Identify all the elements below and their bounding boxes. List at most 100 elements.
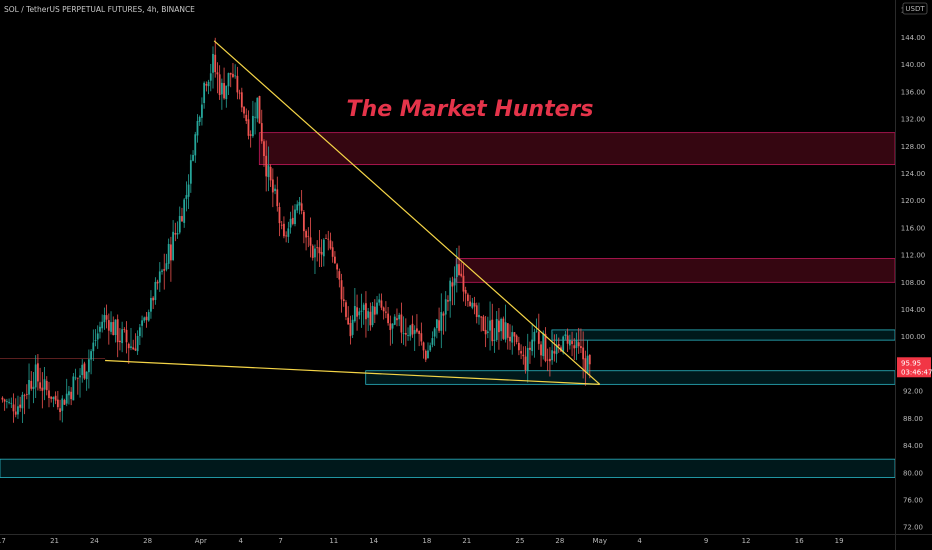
candle-body xyxy=(45,380,48,391)
candle-body xyxy=(1,397,4,400)
candle-161 xyxy=(356,294,358,331)
descending-resistance-line xyxy=(213,40,601,385)
candle-100 xyxy=(220,78,223,110)
candle-108 xyxy=(238,89,241,100)
candle-body xyxy=(342,299,345,301)
price-tick-label: 136.00 xyxy=(901,88,926,96)
candle-150 xyxy=(331,241,334,263)
candle-52 xyxy=(114,319,117,343)
candle-body xyxy=(300,203,303,211)
candle-202 xyxy=(447,295,449,311)
candle-body xyxy=(548,358,551,362)
candle-body xyxy=(83,363,86,379)
candle-body xyxy=(411,323,414,335)
candle-80 xyxy=(176,221,179,239)
candles-layer xyxy=(1,37,591,423)
candle-body xyxy=(5,401,8,403)
candle-body xyxy=(431,338,434,345)
candle-115 xyxy=(254,102,257,135)
candle-body xyxy=(471,302,474,308)
candle-body xyxy=(495,318,498,340)
candle-255 xyxy=(564,331,567,340)
candle-body xyxy=(96,333,99,340)
candle-body xyxy=(351,319,354,335)
candle-104 xyxy=(229,72,232,88)
currency-badge[interactable] xyxy=(902,2,928,15)
candle-body xyxy=(427,350,429,359)
candle-body xyxy=(132,347,135,350)
candle-12 xyxy=(25,384,28,400)
candle-body xyxy=(298,202,301,206)
candle-225 xyxy=(498,308,500,350)
candle-body xyxy=(296,204,299,211)
candle-body xyxy=(101,321,104,329)
candle-266 xyxy=(588,354,591,379)
candle-body xyxy=(562,336,565,353)
time-tick-label: 9 xyxy=(704,537,708,545)
candle-body xyxy=(39,382,42,389)
time-axis[interactable]: 17 21 24 28 Apr 4 7 11 14 18 21 25 28 May 4 9 12 16 19 xyxy=(0,537,844,545)
candle-body xyxy=(302,211,305,232)
candle-103 xyxy=(227,72,230,96)
candle-body xyxy=(566,335,569,344)
price-tick-label: 128.00 xyxy=(901,143,926,151)
candle-55 xyxy=(121,321,124,353)
candle-body xyxy=(245,114,248,121)
candle-body xyxy=(10,402,13,404)
supply-zone-2 xyxy=(455,258,896,283)
time-tick-label: 16 xyxy=(795,537,804,545)
candle-body xyxy=(247,119,250,136)
candle-220 xyxy=(486,316,489,339)
candle-196 xyxy=(433,327,436,346)
candle-62 xyxy=(136,330,139,355)
candle-147 xyxy=(325,234,327,239)
candle-207 xyxy=(458,245,460,276)
candle-body xyxy=(329,240,332,249)
candle-body xyxy=(278,207,281,224)
candle-240 xyxy=(531,323,534,356)
candle-13 xyxy=(28,363,30,409)
candle-89 xyxy=(196,114,199,143)
candle-106 xyxy=(234,64,237,79)
candle-75 xyxy=(165,253,168,272)
candle-body xyxy=(238,92,241,94)
candle-body xyxy=(145,316,148,321)
candle-128 xyxy=(283,216,285,239)
candle-body xyxy=(316,247,319,249)
candle-body xyxy=(225,85,228,100)
candle-body xyxy=(14,411,17,415)
candle-37 xyxy=(81,359,84,383)
price-tick-label: 116.00 xyxy=(901,224,926,232)
candle-230 xyxy=(509,324,511,350)
candle-68 xyxy=(150,290,152,319)
time-tick-label: 4 xyxy=(637,537,642,545)
price-tick-label: 112.00 xyxy=(901,252,926,260)
candle-32 xyxy=(70,387,73,406)
candle-body xyxy=(464,289,467,294)
candle-170 xyxy=(376,296,378,316)
candle-125 xyxy=(276,176,279,212)
candle-198 xyxy=(438,307,440,333)
candle-227 xyxy=(502,316,505,341)
candle-body xyxy=(551,350,554,361)
candle-26 xyxy=(56,390,59,410)
candle-body xyxy=(65,393,68,404)
candle-214 xyxy=(473,296,476,315)
candle-body xyxy=(318,247,321,254)
price-tick-label: 72.00 xyxy=(903,524,923,532)
candle-body xyxy=(517,342,520,351)
candle-187 xyxy=(413,325,416,351)
candle-body xyxy=(183,199,186,223)
candle-body xyxy=(169,244,172,261)
candle-body xyxy=(163,269,166,271)
candle-body xyxy=(338,271,341,280)
candle-body xyxy=(571,341,573,344)
candle-137 xyxy=(302,210,305,244)
trendlines-layer xyxy=(105,40,601,385)
candle-body xyxy=(407,335,409,336)
candle-262 xyxy=(580,328,582,353)
candle-41 xyxy=(90,349,92,375)
candle-157 xyxy=(347,306,350,325)
candle-14 xyxy=(30,371,33,391)
